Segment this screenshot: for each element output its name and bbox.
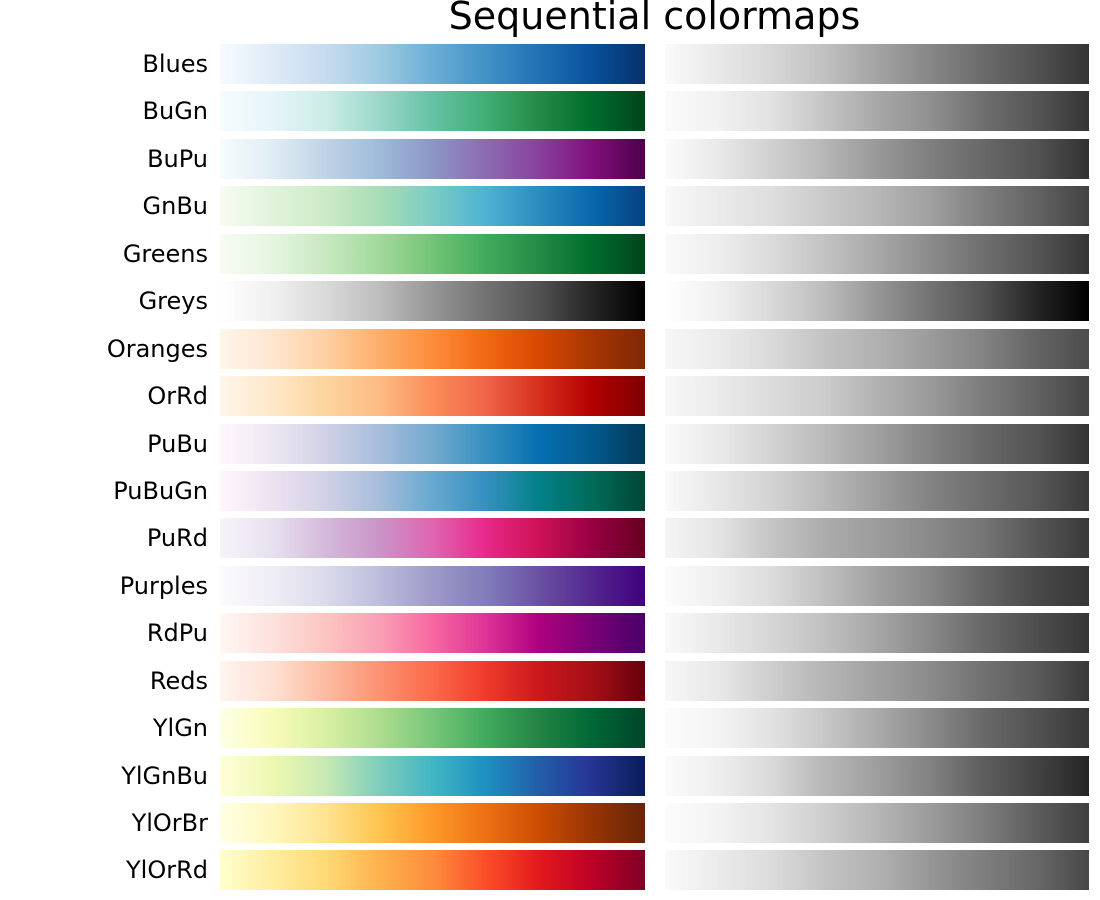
grayscale-gradient-bar xyxy=(665,470,1089,511)
colormap-row: YlOrRd xyxy=(0,850,1100,891)
colormap-gradient-bar xyxy=(220,186,645,227)
colormap-gradient-bar xyxy=(220,91,645,132)
colormap-row: BuPu xyxy=(0,138,1100,179)
colormap-row: Blues xyxy=(0,44,1100,84)
colormap-gradient-bar xyxy=(220,613,645,654)
colormap-row: Greens xyxy=(0,233,1100,274)
colormap-gradient-bar xyxy=(220,233,645,274)
colormap-row: Reds xyxy=(0,660,1100,701)
colormap-gradient-bar xyxy=(220,423,645,464)
colormap-label: OrRd xyxy=(147,382,208,411)
colormap-row: BuGn xyxy=(0,91,1100,132)
colormap-gradient-bar xyxy=(220,565,645,606)
colormap-label: Reds xyxy=(149,666,208,695)
colormap-gradient-bar xyxy=(220,138,645,179)
colormap-gradient-bar xyxy=(220,376,645,417)
grayscale-gradient-bar xyxy=(665,281,1089,322)
grayscale-gradient-bar xyxy=(665,186,1089,227)
grayscale-gradient-bar xyxy=(665,376,1089,417)
figure-title: Sequential colormaps xyxy=(448,0,861,38)
grayscale-gradient-bar xyxy=(665,803,1089,844)
colormap-label: GnBu xyxy=(142,192,208,221)
colormap-gradient-bar xyxy=(220,518,645,559)
colormap-row: Purples xyxy=(0,565,1100,606)
colormap-gradient-bar xyxy=(220,660,645,701)
colormap-row: YlOrBr xyxy=(0,803,1100,844)
grayscale-gradient-bar xyxy=(665,138,1089,179)
colormap-row: YlGnBu xyxy=(0,755,1100,796)
grayscale-gradient-bar xyxy=(665,660,1089,701)
grayscale-gradient-bar xyxy=(665,423,1089,464)
grayscale-gradient-bar xyxy=(665,708,1089,749)
colormap-label: PuRd xyxy=(146,524,208,553)
colormap-gradient-bar xyxy=(220,470,645,511)
colormap-row: PuBu xyxy=(0,423,1100,464)
grayscale-gradient-bar xyxy=(665,565,1089,606)
colormap-row: Greys xyxy=(0,281,1100,322)
grayscale-gradient-bar xyxy=(665,850,1089,891)
colormap-label: Blues xyxy=(142,50,208,78)
colormap-label: YlOrBr xyxy=(131,809,208,838)
colormap-gradient-bar xyxy=(220,755,645,796)
colormap-label: RdPu xyxy=(146,619,208,648)
colormap-label: Oranges xyxy=(106,334,208,363)
grayscale-gradient-bar xyxy=(665,613,1089,654)
colormap-label: Greens xyxy=(122,239,208,268)
colormap-row: PuBuGn xyxy=(0,470,1100,511)
grayscale-gradient-bar xyxy=(665,755,1089,796)
colormap-row: OrRd xyxy=(0,376,1100,417)
colormap-gradient-bar xyxy=(220,708,645,749)
colormap-gradient-bar xyxy=(220,850,645,891)
colormap-gradient-bar xyxy=(220,328,645,369)
colormap-label: BuPu xyxy=(147,144,208,173)
colormap-row: YlGn xyxy=(0,708,1100,749)
colormap-label: BuGn xyxy=(142,97,208,126)
colormap-label: PuBuGn xyxy=(113,476,208,505)
colormap-row: PuRd xyxy=(0,518,1100,559)
colormap-row: GnBu xyxy=(0,186,1100,227)
colormap-gradient-bar xyxy=(220,44,645,84)
colormap-row: RdPu xyxy=(0,613,1100,654)
colormap-label: Greys xyxy=(138,287,208,316)
colormap-label: YlGnBu xyxy=(121,761,208,790)
colormap-label: YlOrRd xyxy=(126,856,208,885)
grayscale-gradient-bar xyxy=(665,328,1089,369)
grayscale-gradient-bar xyxy=(665,44,1089,84)
colormap-label: YlGn xyxy=(152,714,208,743)
colormap-label: Purples xyxy=(119,571,208,600)
colormap-gradient-bar xyxy=(220,803,645,844)
grayscale-gradient-bar xyxy=(665,91,1089,132)
colormap-label: PuBu xyxy=(147,429,208,458)
grayscale-gradient-bar xyxy=(665,233,1089,274)
grayscale-gradient-bar xyxy=(665,518,1089,559)
colormap-row: Oranges xyxy=(0,328,1100,369)
colormap-gradient-bar xyxy=(220,281,645,322)
